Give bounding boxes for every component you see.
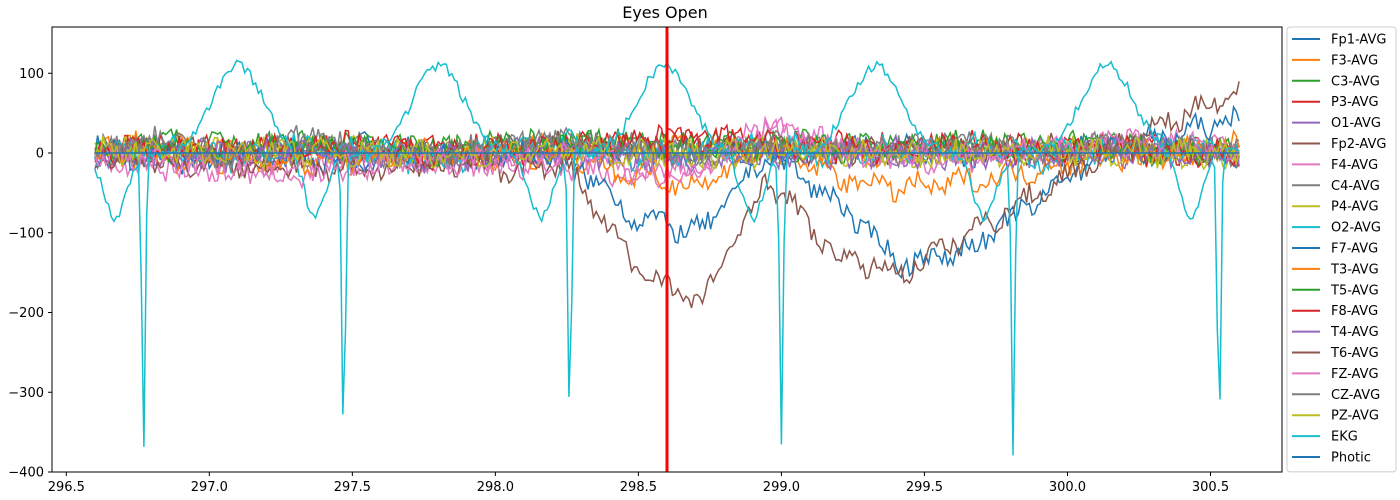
axes: 296.5 297.0 297.5 298.0 298.5 299.0 299.5 300.0… — [8, 26, 1283, 495]
legend-label: C4-AVG — [1331, 179, 1380, 194]
legend-label: T4-AVG — [1330, 325, 1379, 340]
y-tick-label: −300 — [8, 386, 44, 401]
y-tick-label: −100 — [8, 226, 44, 241]
legend-label: F4-AVG — [1331, 158, 1378, 173]
legend-label: P3-AVG — [1331, 95, 1379, 110]
x-tick-label: 300.0 — [1049, 480, 1086, 495]
x-tick-label: 297.5 — [334, 480, 371, 495]
legend-box — [1286, 26, 1397, 473]
y-tick-label: 100 — [19, 67, 44, 82]
legend: Fp1-AVG F3-AVG C3-AVG P3-AVG O1-AVG Fp2-AVG F4… — [1286, 26, 1397, 473]
legend-label: F3-AVG — [1331, 53, 1378, 68]
legend-label: EKG — [1331, 430, 1358, 445]
legend-label: T6-AVG — [1330, 346, 1379, 361]
legend-label: O1-AVG — [1331, 116, 1381, 131]
legend-label: O2-AVG — [1331, 221, 1381, 236]
legend-label: T3-AVG — [1330, 262, 1379, 277]
legend-label: T5-AVG — [1330, 283, 1379, 298]
x-tick-label: 298.5 — [620, 480, 657, 495]
legend-label: F8-AVG — [1331, 304, 1378, 319]
y-tick-label: −400 — [8, 466, 44, 481]
plot-area — [94, 27, 1240, 472]
x-tick-label: 298.0 — [477, 480, 514, 495]
y-tick-label: −200 — [8, 306, 44, 321]
legend-label: PZ-AVG — [1331, 409, 1379, 424]
x-tick-label: 300.5 — [1192, 480, 1229, 495]
y-tick-label: 0 — [36, 147, 44, 162]
chart-title: Eyes Open — [622, 3, 708, 22]
legend-label: FZ-AVG — [1331, 367, 1379, 382]
legend-label: P4-AVG — [1331, 200, 1379, 215]
x-tick-label: 299.5 — [906, 480, 943, 495]
legend-label: F7-AVG — [1331, 242, 1378, 257]
x-tick-label: 299.0 — [763, 480, 800, 495]
legend-label: Fp2-AVG — [1331, 137, 1386, 152]
axes-frame — [51, 26, 1283, 473]
x-tick-label: 296.5 — [48, 480, 85, 495]
x-tick-label: 297.0 — [191, 480, 228, 495]
legend-label: Photic — [1331, 451, 1371, 466]
legend-label: Fp1-AVG — [1331, 33, 1386, 48]
legend-label: CZ-AVG — [1331, 388, 1380, 403]
legend-label: C3-AVG — [1331, 74, 1380, 89]
